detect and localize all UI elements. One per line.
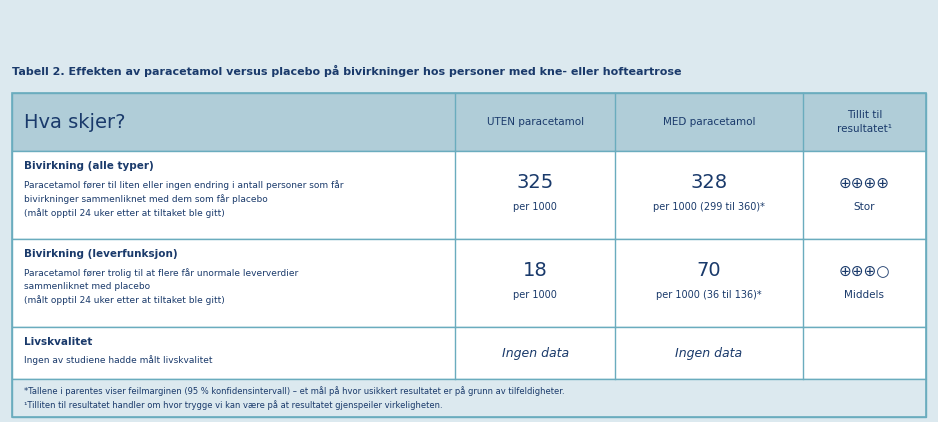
Text: Ingen av studiene hadde målt livskvalitet: Ingen av studiene hadde målt livskvalite… [24,355,213,365]
Bar [12,151,926,239]
Text: ¹Tilliten til resultatet handler om hvor trygge vi kan være på at resultatet gje: ¹Tilliten til resultatet handler om hvor… [24,400,443,410]
Text: MED paracetamol: MED paracetamol [662,117,755,127]
Text: Livskvalitet: Livskvalitet [24,337,92,347]
Text: UTEN paracetamol: UTEN paracetamol [487,117,583,127]
Text: Ingen data: Ingen data [502,346,568,360]
Text: Bivirkning (leverfunksjon): Bivirkning (leverfunksjon) [24,249,177,259]
Text: Hva skjer?: Hva skjer? [24,113,126,132]
Text: Stor: Stor [854,202,875,212]
Bar [12,379,926,417]
Text: ⊕⊕⊕⊕: ⊕⊕⊕⊕ [839,176,890,190]
Text: 18: 18 [522,262,548,281]
Text: Bivirkning (alle typer): Bivirkning (alle typer) [24,161,154,171]
Text: Ingen data: Ingen data [675,346,743,360]
Text: Tabell 2. Effekten av paracetamol versus placebo på bivirkninger hos personer me: Tabell 2. Effekten av paracetamol versus… [12,65,682,77]
Bar [12,327,926,379]
Text: Middels: Middels [844,290,885,300]
Text: 328: 328 [690,173,728,192]
Text: per 1000: per 1000 [513,290,557,300]
Text: ⊕⊕⊕○: ⊕⊕⊕○ [839,263,890,279]
Bar [12,93,926,151]
Text: 70: 70 [697,262,721,281]
Text: per 1000: per 1000 [513,202,557,212]
Text: Paracetamol fører trolig til at flere får unormale leververdier
sammenliknet med: Paracetamol fører trolig til at flere få… [24,268,298,305]
Text: per 1000 (299 til 360)*: per 1000 (299 til 360)* [653,202,764,212]
Text: 325: 325 [517,173,554,192]
Text: Paracetamol fører til liten eller ingen endring i antall personer som får
bivirk: Paracetamol fører til liten eller ingen … [24,181,343,218]
Text: *Tallene i parentes viser feilmarginen (95 % konfidensintervall) – et mål på hvo: *Tallene i parentes viser feilmarginen (… [24,386,565,396]
Text: per 1000 (36 til 136)*: per 1000 (36 til 136)* [656,290,762,300]
Text: Tillit til
resultatet¹: Tillit til resultatet¹ [837,110,892,134]
Bar [12,239,926,327]
